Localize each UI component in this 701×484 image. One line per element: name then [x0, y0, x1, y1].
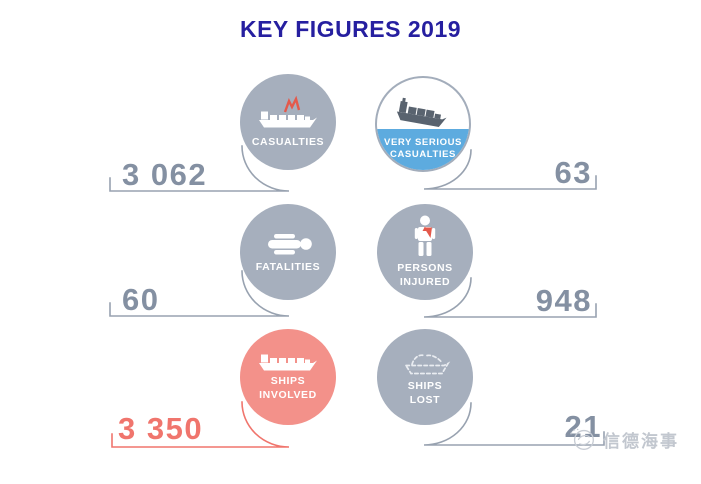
- page-title: KEY FIGURES 2019: [239, 16, 462, 42]
- ship-fire-icon: [259, 95, 317, 128]
- ships-involved-circle: SHIPS INVOLVED: [240, 329, 336, 425]
- very-serious-casualties-value: 63: [554, 155, 592, 190]
- watermark-text: 信德海事: [603, 431, 679, 451]
- ships-involved-value: 3 350: [118, 411, 204, 446]
- circle-label-ships-lost: SHIPS LOST: [407, 380, 443, 406]
- casualties-circle: CASUALTIES: [240, 74, 336, 170]
- ship-wheel-logo-icon: [570, 428, 594, 450]
- fatalities-circle: FATALITIES: [240, 204, 336, 300]
- circle-label-casualties: CASUALTIES: [251, 135, 325, 148]
- circle-label-fatalities: FATALITIES: [255, 260, 321, 273]
- persons-injured-circle: PERSONS INJURED: [377, 204, 473, 300]
- fatalities-value: 60: [122, 282, 160, 317]
- ships-lost-value: 21: [564, 409, 602, 444]
- ship-icon: [259, 354, 317, 371]
- persons-injured-value: 948: [535, 283, 592, 318]
- ghost-ship-icon: [404, 354, 451, 375]
- sinking-ship-icon: [396, 97, 447, 127]
- circle-label-persons-injured: PERSONS INJURED: [397, 262, 453, 288]
- circle-label-very-serious-casualties: VERY SERIOUS CASUALTIES: [384, 137, 462, 161]
- ships-lost-circle: SHIPS LOST: [377, 329, 473, 425]
- water-fill: [377, 128, 469, 170]
- casualties-value: 3 062: [122, 157, 208, 192]
- lying-person-icon: [268, 233, 312, 255]
- watermark: 信德海事: [568, 424, 679, 454]
- circle-label-ships-involved: SHIPS INVOLVED: [259, 375, 317, 401]
- very-serious-casualties-circle: VERY SERIOUS CASUALTIES: [375, 76, 471, 172]
- injured-person-icon: [414, 215, 436, 257]
